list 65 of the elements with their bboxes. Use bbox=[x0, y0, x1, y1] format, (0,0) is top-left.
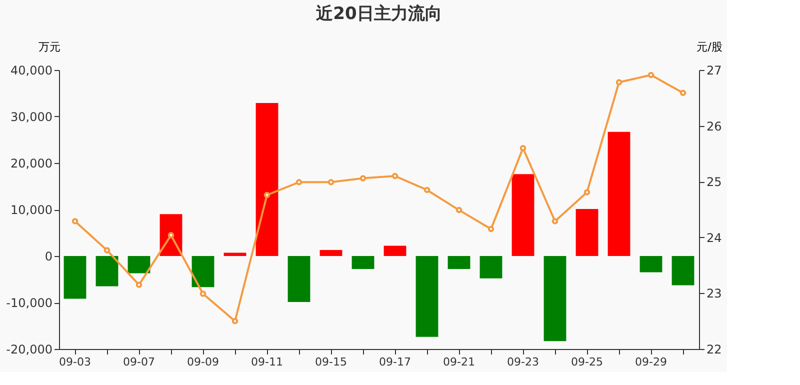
point bbox=[392, 172, 398, 180]
x-tick-label: 09-23 bbox=[507, 356, 539, 368]
point bbox=[296, 179, 302, 186]
point bbox=[552, 218, 558, 224]
bar bbox=[224, 252, 246, 256]
x-tick-label: 09-15 bbox=[315, 356, 347, 368]
bar bbox=[320, 250, 342, 256]
bar bbox=[576, 209, 598, 256]
point bbox=[232, 318, 238, 324]
bar bbox=[416, 256, 438, 337]
point bbox=[488, 226, 494, 232]
y2-tick-label: 23 bbox=[706, 286, 722, 301]
point bbox=[264, 192, 270, 198]
y-tick-label: -10,000 bbox=[6, 296, 52, 310]
point bbox=[328, 179, 334, 186]
bar bbox=[512, 174, 534, 256]
x-tick-label: 09-07 bbox=[123, 356, 155, 368]
x-tick-label: 09-25 bbox=[571, 356, 603, 368]
point bbox=[200, 290, 206, 297]
y-tick-label: 30,000 bbox=[10, 110, 52, 124]
bar bbox=[192, 256, 214, 288]
point bbox=[104, 247, 110, 254]
bar bbox=[448, 256, 470, 270]
x-tick-label: 09-17 bbox=[379, 356, 411, 368]
y-tick-label: 0 bbox=[44, 250, 52, 264]
y-tick-label: 20,000 bbox=[10, 156, 52, 170]
y2-tick-label: 27 bbox=[706, 64, 722, 78]
bar bbox=[64, 256, 86, 299]
point bbox=[680, 90, 686, 96]
x-tick-label: 09-03 bbox=[59, 356, 91, 368]
chart-title: 近20日主力流向 bbox=[315, 4, 442, 24]
y2-tick-label: 22 bbox=[706, 342, 722, 356]
y-axis-title: 万元 bbox=[38, 40, 60, 54]
point bbox=[424, 186, 430, 194]
point bbox=[648, 72, 654, 78]
point bbox=[136, 282, 142, 288]
bar bbox=[384, 246, 406, 256]
point bbox=[520, 145, 526, 152]
y-tick-label: 40,000 bbox=[10, 64, 52, 78]
bar bbox=[608, 132, 630, 256]
y2-tick-label: 26 bbox=[706, 119, 722, 134]
bar bbox=[288, 256, 310, 302]
bar bbox=[640, 256, 662, 272]
y-tick-label: 10,000 bbox=[10, 203, 52, 217]
bar bbox=[480, 256, 502, 278]
bar bbox=[544, 256, 566, 342]
point bbox=[584, 189, 590, 196]
point bbox=[360, 175, 366, 182]
bar bbox=[96, 256, 118, 286]
point bbox=[168, 232, 174, 238]
point bbox=[616, 79, 622, 86]
point bbox=[456, 206, 462, 214]
bar bbox=[256, 103, 278, 256]
point bbox=[72, 218, 78, 224]
y2-tick-label: 24 bbox=[706, 230, 722, 245]
y-tick-label: -20,000 bbox=[6, 342, 52, 356]
x-tick-label: 09-09 bbox=[187, 356, 219, 368]
bar bbox=[352, 256, 374, 270]
bar bbox=[128, 256, 150, 274]
y2-tick-label: 25 bbox=[706, 175, 722, 190]
x-tick-label: 09-21 bbox=[443, 356, 475, 368]
x-tick-label: 09-29 bbox=[635, 356, 667, 368]
y2-axis-title: 元/股 bbox=[696, 40, 722, 54]
bar bbox=[672, 256, 694, 286]
x-tick-label: 09-11 bbox=[251, 356, 283, 368]
